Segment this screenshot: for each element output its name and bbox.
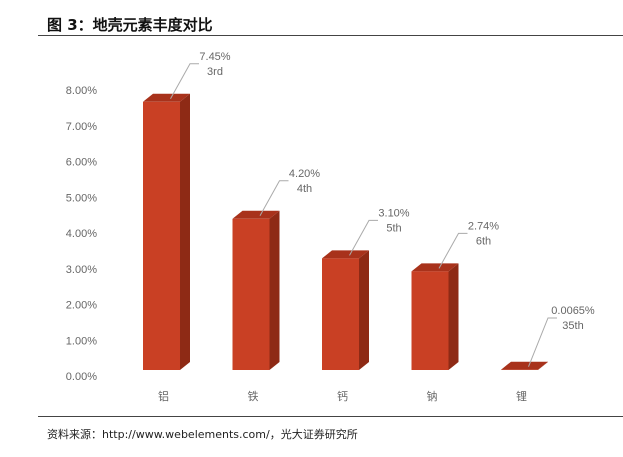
value-label: 3.10% [378, 207, 409, 219]
rank-label: 3rd [207, 66, 223, 78]
title-divider [38, 35, 623, 36]
bar [322, 258, 359, 370]
y-tick-label: 3.00% [66, 264, 97, 276]
y-tick-label: 2.00% [66, 300, 97, 312]
leader-line [170, 63, 199, 100]
leader-line [438, 232, 468, 269]
y-tick-label: 1.00% [66, 335, 97, 347]
y-tick-label: 6.00% [66, 157, 97, 169]
rank-label: 6th [476, 235, 491, 247]
bar-side [538, 361, 548, 370]
bar-side [448, 263, 459, 370]
leader-line [528, 317, 557, 367]
bar-side [180, 93, 190, 371]
value-label: 7.45% [199, 51, 230, 63]
bar [232, 218, 270, 370]
value-label: 4.20% [289, 168, 320, 180]
x-tick-label: 铝 [158, 389, 169, 403]
bar-side [269, 210, 280, 370]
y-tick-label: 4.00% [66, 228, 97, 240]
y-tick-label: 5.00% [66, 192, 97, 204]
source-divider [38, 416, 623, 417]
x-tick-label: 铁 [248, 390, 259, 403]
value-label: 0.0065% [551, 305, 595, 317]
bar [411, 271, 449, 370]
bar-top [411, 263, 459, 272]
y-tick-label: 8.00% [66, 85, 97, 97]
x-tick-label: 钠 [427, 389, 438, 403]
bar-top [322, 250, 369, 259]
leader-line [259, 180, 289, 217]
x-tick-label: 钙 [337, 389, 348, 403]
rank-label: 35th [562, 320, 583, 332]
bar-side [359, 250, 369, 370]
source-note: 资料来源：http://www.webelements.com/，光大证券研究所 [47, 428, 358, 441]
x-tick-label: 锂 [516, 389, 527, 403]
rank-label: 5th [386, 222, 401, 234]
value-label: 2.74% [468, 220, 499, 232]
bar-top [232, 210, 280, 219]
figure-title: 图 3：地壳元素丰度对比 [47, 16, 213, 34]
y-tick-label: 7.00% [66, 121, 97, 133]
rank-label: 4th [297, 183, 312, 195]
bar-top [143, 93, 190, 102]
leader-line [349, 219, 378, 256]
y-tick-label: 0.00% [66, 371, 97, 383]
bar [143, 101, 180, 371]
bar-top [501, 361, 548, 370]
